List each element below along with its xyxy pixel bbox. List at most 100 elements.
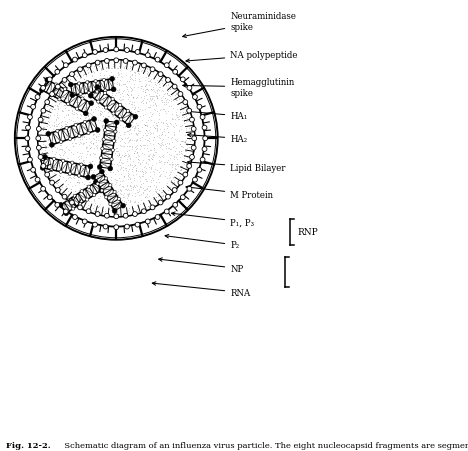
Point bbox=[153, 197, 160, 204]
Point bbox=[117, 70, 125, 78]
Point bbox=[65, 147, 72, 154]
Point bbox=[95, 104, 102, 111]
Point bbox=[149, 151, 156, 158]
Point bbox=[104, 109, 111, 116]
Circle shape bbox=[95, 128, 100, 133]
Point bbox=[73, 179, 81, 187]
Point bbox=[47, 131, 54, 138]
Point bbox=[68, 108, 76, 115]
Point bbox=[114, 70, 122, 78]
Point bbox=[136, 128, 144, 135]
Point bbox=[167, 135, 175, 143]
Point bbox=[165, 123, 172, 130]
Point bbox=[140, 209, 147, 216]
Point bbox=[60, 80, 67, 87]
Point bbox=[36, 126, 43, 133]
Circle shape bbox=[93, 180, 98, 185]
Point bbox=[151, 106, 158, 113]
Point bbox=[56, 173, 64, 180]
Point bbox=[168, 111, 176, 119]
Point bbox=[157, 77, 165, 84]
Point bbox=[161, 132, 168, 139]
Point bbox=[176, 116, 183, 124]
Point bbox=[117, 186, 124, 193]
Point bbox=[97, 79, 104, 86]
Point bbox=[126, 64, 134, 71]
Point bbox=[132, 138, 139, 146]
Point bbox=[169, 96, 176, 103]
Point bbox=[56, 95, 63, 102]
Circle shape bbox=[68, 138, 72, 141]
Point bbox=[151, 169, 158, 176]
Point bbox=[164, 129, 172, 137]
Point bbox=[155, 110, 163, 117]
Point bbox=[150, 88, 157, 95]
Point bbox=[190, 134, 198, 142]
Point bbox=[119, 115, 126, 122]
Point bbox=[135, 173, 143, 180]
Point bbox=[112, 202, 119, 209]
Point bbox=[167, 169, 175, 176]
Point bbox=[172, 110, 180, 117]
Point bbox=[91, 81, 98, 88]
Point bbox=[133, 137, 140, 144]
Point bbox=[161, 161, 168, 168]
Point bbox=[77, 113, 85, 120]
Point bbox=[91, 123, 98, 130]
Point bbox=[142, 119, 150, 126]
Point bbox=[96, 212, 104, 219]
Point bbox=[84, 69, 92, 77]
Point bbox=[107, 69, 114, 76]
Point bbox=[140, 200, 148, 207]
Circle shape bbox=[197, 168, 202, 173]
Point bbox=[68, 84, 75, 92]
Point bbox=[177, 123, 184, 130]
Circle shape bbox=[150, 206, 155, 210]
Point bbox=[123, 83, 130, 91]
Point bbox=[87, 80, 94, 87]
Point bbox=[166, 171, 173, 179]
Point bbox=[168, 191, 176, 198]
Point bbox=[185, 145, 192, 152]
Point bbox=[166, 97, 173, 104]
Point bbox=[109, 213, 117, 221]
Circle shape bbox=[45, 101, 50, 105]
Point bbox=[113, 167, 120, 174]
Point bbox=[141, 187, 148, 194]
Point bbox=[85, 112, 92, 120]
Point bbox=[80, 129, 88, 136]
Point bbox=[47, 94, 55, 101]
Circle shape bbox=[173, 70, 178, 75]
Point bbox=[82, 139, 90, 146]
Point bbox=[107, 65, 114, 73]
Circle shape bbox=[104, 214, 109, 219]
Point bbox=[169, 124, 177, 131]
Point bbox=[55, 147, 62, 154]
Point bbox=[114, 124, 121, 132]
Point bbox=[65, 165, 72, 172]
Point bbox=[61, 94, 68, 101]
Point bbox=[105, 77, 112, 84]
Point bbox=[112, 120, 119, 128]
Point bbox=[154, 140, 162, 147]
Point bbox=[135, 156, 142, 164]
Point bbox=[165, 82, 172, 89]
Point bbox=[106, 169, 114, 176]
Point bbox=[70, 103, 78, 110]
Point bbox=[128, 183, 135, 190]
Point bbox=[96, 169, 103, 176]
Point bbox=[101, 75, 109, 82]
Point bbox=[129, 205, 137, 212]
Point bbox=[148, 97, 156, 104]
Point bbox=[129, 164, 137, 171]
Point bbox=[65, 89, 72, 96]
Point bbox=[179, 144, 187, 151]
Point bbox=[139, 83, 146, 90]
Circle shape bbox=[141, 209, 146, 214]
Point bbox=[69, 135, 76, 142]
Point bbox=[138, 173, 146, 180]
Point bbox=[107, 98, 115, 105]
Point bbox=[145, 203, 152, 210]
Point bbox=[80, 121, 87, 128]
Circle shape bbox=[110, 77, 115, 82]
